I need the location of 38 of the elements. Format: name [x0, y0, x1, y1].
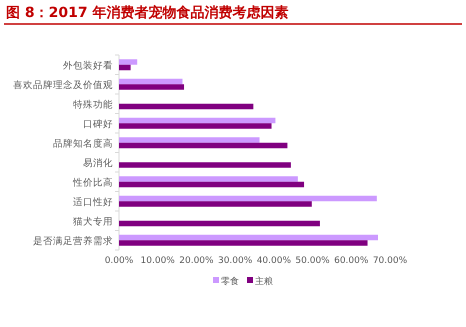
chart-title: 图 8：2017 年消费者宠物食品消费考虑因素 [6, 4, 288, 21]
legend-label: 零食 [221, 276, 239, 287]
bar [119, 176, 298, 182]
bar [119, 240, 368, 246]
bar [119, 137, 260, 143]
y-tick-label: 易消化 [83, 156, 113, 169]
x-tick-label: 70.00% [372, 256, 408, 266]
x-tick-label: 50.00% [295, 256, 330, 266]
bar [119, 220, 320, 226]
bar [119, 182, 304, 188]
bar [119, 118, 276, 124]
x-tick-label: 60.00% [334, 256, 369, 266]
bar [119, 201, 312, 207]
y-tick-label: 猫犬专用 [73, 215, 113, 228]
bar [119, 162, 291, 168]
y-tick-label: 适口性好 [73, 196, 113, 208]
bar [119, 123, 272, 129]
bar [119, 59, 138, 65]
y-tick-label: 品牌知名度高 [53, 137, 113, 150]
bar [119, 78, 182, 84]
y-tick-label: 口碑好 [83, 118, 113, 130]
bar [119, 196, 377, 202]
y-tick-label: 喜欢品牌理念及价值观 [13, 78, 113, 91]
x-tick-label: 30.00% [218, 256, 253, 266]
y-tick-label: 性价比高 [72, 176, 113, 188]
bar [119, 142, 288, 148]
x-tick-label: 0.00% [104, 256, 134, 266]
y-tick-label: 外包装好看 [63, 59, 113, 72]
bar [119, 64, 131, 70]
bar [119, 84, 184, 90]
x-tick-label: 20.00% [179, 256, 214, 266]
legend-label: 主粮 [255, 276, 273, 287]
y-tick-label: 特殊功能 [73, 98, 113, 110]
bar [119, 234, 378, 240]
bar [119, 104, 254, 110]
y-tick-label: 是否满足营养需求 [33, 234, 113, 247]
x-tick-label: 10.00% [140, 256, 176, 266]
x-tick-label: 40.00% [256, 256, 292, 266]
